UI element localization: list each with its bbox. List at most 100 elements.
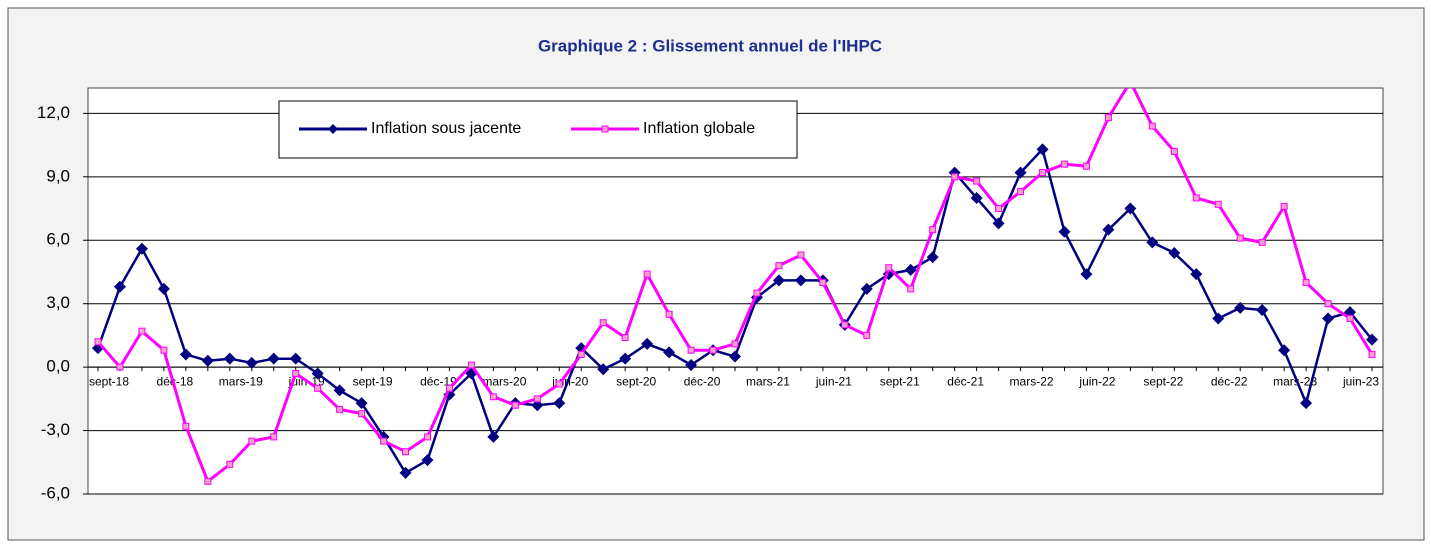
data-point bbox=[863, 331, 871, 339]
y-tick-label: 0,0 bbox=[46, 357, 70, 376]
data-point bbox=[995, 205, 1003, 213]
data-point bbox=[1082, 162, 1090, 170]
data-point bbox=[794, 274, 807, 287]
data-point bbox=[160, 346, 168, 354]
data-point bbox=[951, 173, 959, 181]
data-point bbox=[489, 393, 497, 401]
data-point bbox=[753, 289, 761, 297]
data-point bbox=[201, 354, 214, 367]
data-point bbox=[599, 319, 607, 327]
x-tick-label: déc-18 bbox=[157, 374, 194, 388]
data-point bbox=[1017, 188, 1025, 196]
data-point bbox=[797, 251, 805, 259]
y-tick-label: 9,0 bbox=[46, 166, 70, 185]
data-point bbox=[1256, 304, 1269, 317]
data-point bbox=[577, 350, 585, 358]
data-point bbox=[94, 338, 102, 346]
data-point bbox=[487, 430, 500, 443]
data-point bbox=[685, 359, 698, 372]
data-point bbox=[555, 380, 563, 388]
data-point bbox=[355, 397, 368, 410]
data-point bbox=[289, 352, 302, 365]
data-point bbox=[860, 282, 873, 295]
data-point bbox=[248, 437, 256, 445]
x-tick-label: mars-21 bbox=[746, 374, 790, 388]
chart-title: Graphique 2 : Glissement annuel de l'IHP… bbox=[538, 36, 882, 55]
data-point bbox=[1148, 122, 1156, 130]
y-tick-label: -6,0 bbox=[41, 483, 70, 502]
x-tick-label: juin-23 bbox=[1342, 374, 1379, 388]
data-point bbox=[643, 270, 651, 278]
data-point bbox=[399, 466, 412, 479]
data-point bbox=[841, 321, 849, 329]
data-point bbox=[116, 363, 124, 371]
data-point bbox=[1080, 268, 1093, 281]
data-point bbox=[138, 327, 146, 335]
data-point bbox=[1102, 223, 1115, 236]
data-point bbox=[1214, 200, 1222, 208]
data-point bbox=[314, 384, 322, 392]
data-point bbox=[533, 395, 541, 403]
x-tick-label: déc-20 bbox=[684, 374, 721, 388]
y-tick-label: 6,0 bbox=[46, 230, 70, 249]
x-tick-label: mars-22 bbox=[1010, 374, 1054, 388]
data-point bbox=[819, 279, 827, 287]
legend-marker bbox=[328, 124, 338, 134]
data-point bbox=[380, 437, 388, 445]
data-point bbox=[926, 251, 939, 264]
data-point bbox=[292, 369, 300, 377]
data-point bbox=[992, 217, 1005, 230]
data-point bbox=[182, 422, 190, 430]
data-point bbox=[1280, 202, 1288, 210]
data-point bbox=[402, 448, 410, 456]
data-point bbox=[421, 454, 434, 467]
data-point bbox=[729, 350, 741, 363]
x-tick-label: sept-18 bbox=[89, 374, 129, 388]
data-point bbox=[358, 410, 366, 418]
data-point bbox=[267, 352, 280, 365]
data-point bbox=[731, 340, 739, 348]
x-tick-label: sept-19 bbox=[353, 374, 393, 388]
data-point bbox=[1346, 314, 1354, 322]
data-point bbox=[907, 285, 915, 293]
data-point bbox=[1170, 147, 1178, 155]
data-point bbox=[179, 348, 192, 361]
data-point bbox=[1324, 300, 1332, 308]
data-point bbox=[1168, 246, 1181, 259]
y-tick-label: 12,0 bbox=[37, 103, 70, 122]
data-point bbox=[245, 356, 258, 369]
data-point bbox=[1258, 238, 1266, 246]
data-point bbox=[311, 367, 324, 380]
y-tick-label: 3,0 bbox=[46, 293, 70, 312]
data-point bbox=[709, 346, 717, 354]
data-point bbox=[1039, 169, 1047, 177]
x-tick-label: mars-23 bbox=[1273, 374, 1317, 388]
x-tick-label: sept-20 bbox=[616, 374, 656, 388]
x-tick-label: sept-22 bbox=[1143, 374, 1183, 388]
data-point bbox=[135, 242, 148, 255]
data-point bbox=[970, 191, 983, 204]
data-point bbox=[1104, 114, 1112, 122]
data-point bbox=[663, 346, 676, 359]
x-tick-label: sept-21 bbox=[880, 374, 920, 388]
data-point bbox=[336, 405, 344, 413]
x-tick-label: déc-22 bbox=[1211, 374, 1248, 388]
data-point bbox=[929, 226, 937, 234]
data-point bbox=[445, 384, 453, 392]
data-point bbox=[973, 177, 981, 185]
data-point bbox=[553, 397, 566, 410]
data-point bbox=[467, 361, 475, 369]
data-point bbox=[1060, 160, 1068, 168]
data-point bbox=[157, 282, 170, 295]
data-point bbox=[1368, 350, 1376, 358]
x-tick-label: déc-21 bbox=[947, 374, 984, 388]
data-point bbox=[113, 280, 126, 293]
data-point bbox=[775, 262, 783, 270]
data-point bbox=[619, 352, 632, 365]
x-tick-label: juin-21 bbox=[815, 374, 852, 388]
data-point bbox=[270, 433, 278, 441]
data-point bbox=[904, 263, 917, 276]
data-point bbox=[597, 363, 610, 376]
legend-marker bbox=[601, 125, 609, 133]
